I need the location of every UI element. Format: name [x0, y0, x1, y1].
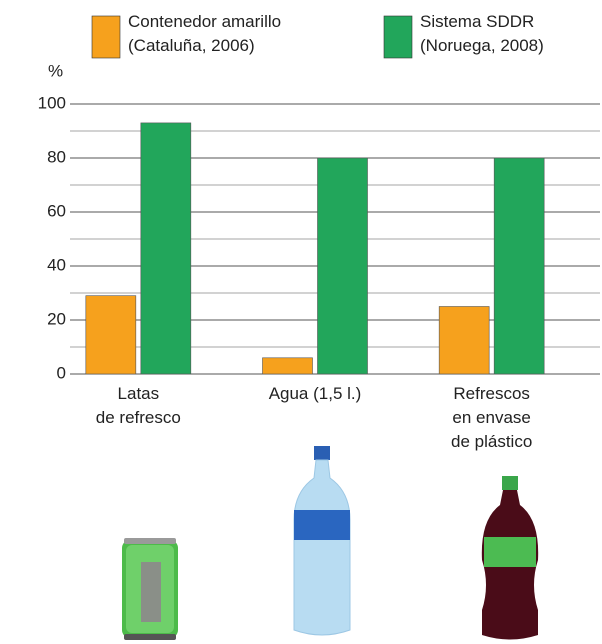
bar [438, 306, 490, 375]
bar [262, 357, 313, 375]
legend-label: Contenedor amarillo (Cataluña, 2006) [128, 12, 282, 55]
y-tick-label: 40 [47, 255, 66, 274]
bar [85, 295, 137, 375]
bar [317, 157, 368, 375]
bar [140, 122, 192, 375]
y-tick-label: 0 [57, 363, 66, 382]
x-tick-label: Latas de refresco [95, 384, 181, 427]
x-tick-label: Refrescos en envase de plástico [451, 384, 533, 451]
y-tick-label: 60 [47, 201, 66, 220]
y-tick-label: 20 [47, 309, 66, 328]
can-icon [122, 538, 178, 640]
y-axis-label: % [48, 61, 63, 80]
cola-bottle-icon [481, 476, 539, 640]
legend-label: Sistema SDDR (Noruega, 2008) [420, 12, 544, 55]
legend-swatch [91, 15, 121, 59]
y-tick-label: 80 [47, 147, 66, 166]
y-tick-label: 100 [38, 93, 66, 112]
legend-swatch [383, 15, 413, 59]
x-tick-label: Agua (1,5 l.) [268, 384, 362, 403]
bar [493, 157, 545, 375]
water-bottle-icon [293, 446, 351, 636]
